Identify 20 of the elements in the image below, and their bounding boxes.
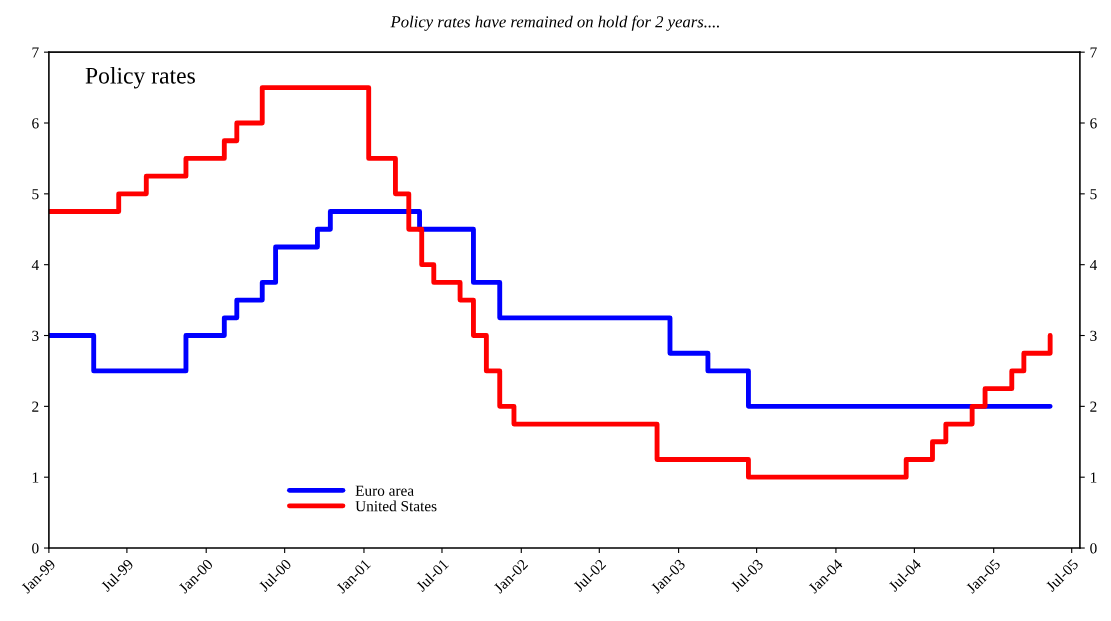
y-tick-label: 7 <box>32 47 39 58</box>
y2-tick-label: 5 <box>1090 189 1097 200</box>
y2-tick-label: 1 <box>1090 472 1097 483</box>
y2-tick-label: 2 <box>1090 401 1097 412</box>
legend-label: Euro area <box>355 485 414 496</box>
y-tick-label: 4 <box>31 259 39 270</box>
y-tick-label: 2 <box>32 401 39 412</box>
y-tick-label: 1 <box>32 472 39 483</box>
y2-tick-label: 0 <box>1090 543 1097 554</box>
legend-label: United States <box>355 500 437 512</box>
y-tick-label: 6 <box>32 118 39 129</box>
chart-title: Policy rates have remained on hold for 2 years.... <box>390 15 719 31</box>
y-tick-label: 0 <box>32 543 39 554</box>
y2-tick-label: 6 <box>1090 118 1097 129</box>
y2-tick-label: 7 <box>1090 47 1097 58</box>
y-tick-label: 5 <box>32 189 39 200</box>
y2-tick-label: 4 <box>1089 259 1098 270</box>
y-tick-label: 3 <box>32 330 39 341</box>
y2-tick-label: 3 <box>1090 330 1097 341</box>
annotation: Policy rates <box>85 67 195 89</box>
